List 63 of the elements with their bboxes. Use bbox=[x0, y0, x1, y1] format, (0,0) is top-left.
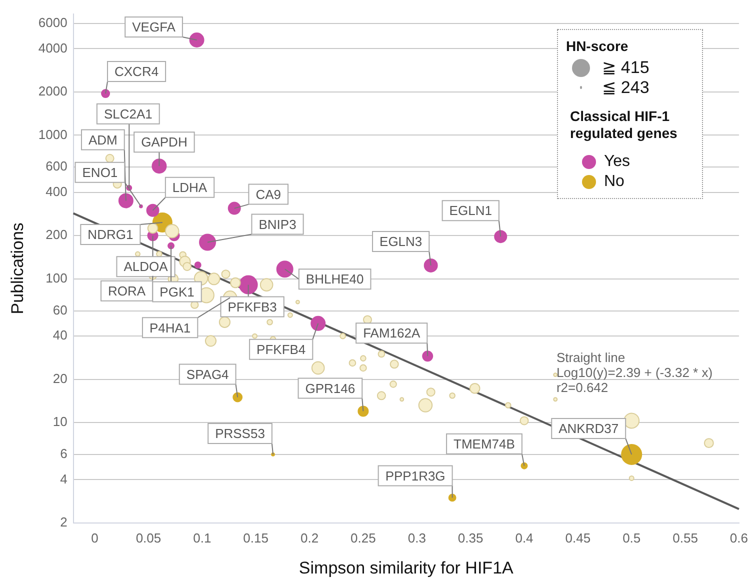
y-tick-label: 200 bbox=[46, 227, 68, 242]
y-tick-label: 40 bbox=[52, 328, 68, 343]
y-tick-label: 600 bbox=[46, 158, 68, 174]
annotation: ADM bbox=[88, 132, 118, 148]
x-tick-label: 0.55 bbox=[672, 530, 698, 546]
x-tick-label: 0.35 bbox=[458, 530, 484, 546]
annotation: GAPDH bbox=[141, 134, 188, 150]
annotation: Straight line Log10(y)=2.39 + (-3.32 * x) r2=0.642 bbox=[556, 350, 713, 395]
x-tick-label: 0.3 bbox=[408, 530, 426, 546]
x-tick-label: 0 bbox=[91, 530, 98, 546]
y-tick-label: 100 bbox=[46, 270, 68, 286]
annotation: PFKFB3 bbox=[228, 299, 277, 314]
x-axis-title: Simpson similarity for HIF1A bbox=[298, 558, 514, 578]
annotation: ALDOA bbox=[124, 259, 168, 274]
annotation: BHLHE40 bbox=[306, 272, 364, 287]
x-tick-label: 0.2 bbox=[300, 530, 319, 546]
annotation: TMEM74B bbox=[454, 436, 515, 452]
x-tick-label: 0.45 bbox=[565, 530, 591, 546]
annotation: CA9 bbox=[256, 186, 282, 202]
legend-title: Classical HIF-1 regulated genes bbox=[570, 108, 678, 142]
y-tick-label: 60 bbox=[52, 302, 68, 318]
legend-label: Yes bbox=[604, 152, 630, 171]
annotation: VEGFA bbox=[132, 20, 176, 35]
annotation: SLC2A1 bbox=[104, 106, 152, 122]
y-axis-title: Publications bbox=[8, 222, 27, 314]
annotation: EGLN1 bbox=[449, 203, 492, 218]
annotation: GPR146 bbox=[305, 380, 356, 396]
annotation: BNIP3 bbox=[258, 216, 296, 232]
x-tick-label: 0.05 bbox=[136, 530, 162, 546]
y-tick-label: 20 bbox=[52, 370, 68, 386]
y-tick-label: 4 bbox=[60, 471, 68, 486]
annotation: PRSS53 bbox=[215, 426, 265, 442]
x-tick-label: 0.15 bbox=[243, 530, 268, 546]
annotation: PPP1R3G bbox=[385, 468, 446, 484]
annotation: PFKFB4 bbox=[256, 342, 306, 357]
y-tick-label: 2 bbox=[60, 514, 68, 530]
legend-label: ≦ 243 bbox=[602, 78, 650, 98]
annotation: FAM162A bbox=[363, 326, 420, 341]
y-tick-label: 6 bbox=[60, 446, 68, 462]
annotation: NDRG1 bbox=[88, 227, 134, 242]
annotation: EGLN3 bbox=[380, 234, 422, 250]
y-tick-label: 4000 bbox=[38, 40, 68, 56]
y-tick-label: 1000 bbox=[38, 126, 68, 142]
x-tick-label: 0.4 bbox=[515, 530, 534, 546]
x-tick-label: 0.1 bbox=[193, 530, 212, 546]
legend-label: ≧ 415 bbox=[602, 58, 650, 78]
y-tick-label: 10 bbox=[52, 414, 68, 430]
y-tick-label: 6000 bbox=[38, 14, 68, 30]
legend-label: No bbox=[604, 172, 624, 191]
annotation: LDHA bbox=[172, 180, 208, 195]
x-tick-label: 0.6 bbox=[730, 530, 748, 546]
annotation: HN-score bbox=[566, 38, 630, 54]
annotation: CXCR4 bbox=[114, 64, 159, 80]
y-tick-label: 400 bbox=[46, 184, 68, 199]
annotation: RORA bbox=[108, 283, 146, 298]
x-tick-label: 0.25 bbox=[350, 530, 376, 546]
annotation: SPAG4 bbox=[186, 366, 229, 382]
annotation: ANKRD37 bbox=[558, 421, 619, 436]
y-tick-label: 2000 bbox=[38, 84, 68, 99]
annotation: ENO1 bbox=[82, 164, 118, 180]
annotation: PGK1 bbox=[160, 284, 194, 300]
annotation: P4HA1 bbox=[149, 320, 191, 336]
x-tick-label: 0.5 bbox=[622, 530, 641, 546]
